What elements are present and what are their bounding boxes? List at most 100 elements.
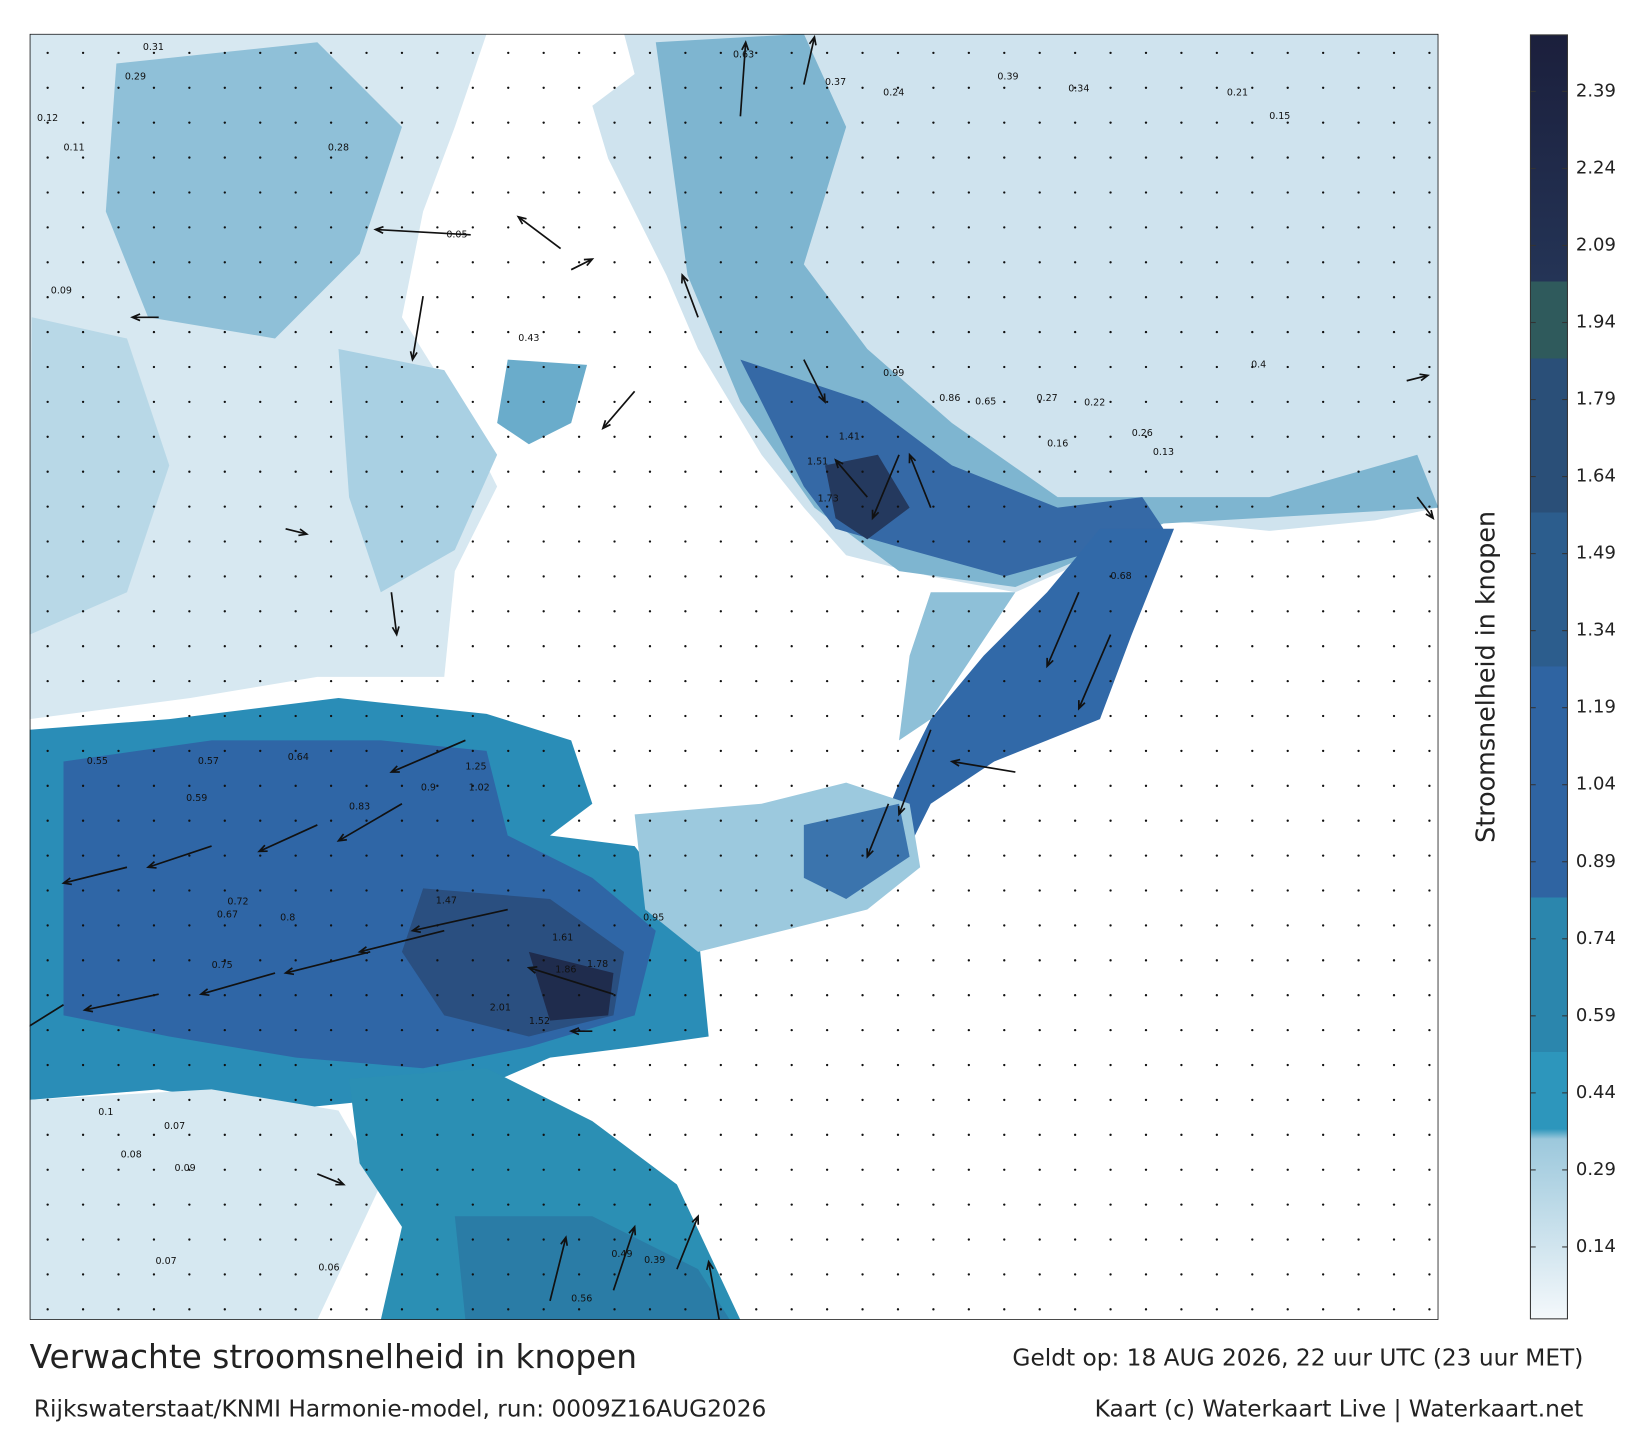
grid-dot	[577, 1273, 581, 1276]
grid-dot	[577, 540, 581, 543]
grid-dot	[46, 1028, 49, 1032]
grid-dot	[1321, 296, 1325, 299]
grid-dot	[1286, 924, 1289, 927]
grid-dot	[542, 575, 545, 578]
grid-dot	[188, 1203, 191, 1206]
grid-dot	[1251, 854, 1254, 857]
grid-dot	[861, 261, 864, 264]
current-label: 0.9	[421, 782, 436, 793]
grid-dot	[790, 296, 793, 299]
grid-dot	[46, 924, 49, 927]
grid-dot	[648, 121, 652, 124]
grid-dot	[684, 784, 687, 787]
grid-dot	[825, 1203, 829, 1206]
current-label: 0.43	[518, 333, 539, 344]
grid-dot	[1357, 1273, 1360, 1276]
grid-dot	[1038, 470, 1041, 473]
grid-dot	[507, 1168, 510, 1171]
grid-dot	[1144, 51, 1148, 55]
grid-dot	[1428, 540, 1431, 543]
grid-dot	[1144, 226, 1148, 229]
grid-dot	[1038, 51, 1041, 55]
grid-dot	[507, 994, 510, 997]
grid-dot	[471, 1238, 474, 1241]
grid-dot	[1144, 470, 1148, 473]
grid-dot	[1109, 86, 1112, 89]
grid-dot	[365, 645, 368, 648]
grid-dot	[967, 1308, 971, 1311]
grid-dot	[1144, 330, 1148, 334]
grid-dot	[46, 819, 49, 822]
grid-dot	[329, 86, 333, 89]
grid-dot	[81, 226, 85, 229]
colorbar-tick-label: 1.19	[1576, 697, 1616, 718]
grid-dot	[1109, 854, 1112, 857]
grid-dot	[1073, 889, 1077, 892]
grid-dot	[790, 854, 793, 857]
grid-dot	[152, 1098, 156, 1102]
grid-dot	[400, 1308, 404, 1311]
grid-dot	[436, 819, 439, 822]
grid-dot	[1003, 540, 1006, 543]
grid-dot	[117, 261, 120, 264]
grid-dot	[188, 365, 191, 369]
grid-dot	[400, 51, 404, 55]
grid-dot	[152, 51, 156, 55]
grid-dot	[188, 749, 191, 753]
current-arrow	[373, 225, 471, 236]
grid-dot	[577, 994, 581, 997]
grid-dot	[1392, 1238, 1396, 1241]
grid-dot	[188, 784, 191, 787]
grid-dot	[223, 191, 226, 194]
grid-dot	[1038, 924, 1041, 927]
grid-dot	[1251, 994, 1254, 997]
grid-dot	[967, 749, 971, 753]
grid-dot	[400, 854, 404, 857]
grid-dot	[719, 296, 722, 299]
grid-dot	[932, 819, 935, 822]
grid-dot	[896, 540, 900, 543]
current-label: 1.61	[552, 933, 573, 944]
grid-dot	[259, 819, 262, 822]
grid-dot	[507, 1133, 510, 1136]
grid-dot	[329, 645, 333, 648]
grid-dot	[1357, 889, 1360, 892]
grid-dot	[577, 854, 581, 857]
grid-dot	[81, 261, 85, 264]
grid-dot	[46, 86, 49, 89]
grid-dot	[719, 679, 722, 683]
grid-dot	[1286, 994, 1289, 997]
grid-dot	[1109, 1203, 1112, 1206]
grid-dot	[1109, 714, 1112, 718]
grid-dot	[1003, 1063, 1006, 1067]
grid-dot	[223, 784, 226, 787]
grid-dot	[1357, 575, 1360, 578]
grid-dot	[223, 575, 226, 578]
grid-dot	[932, 610, 935, 613]
grid-dot	[790, 226, 793, 229]
grid-dot	[223, 51, 226, 55]
grid-dot	[188, 889, 191, 892]
grid-dot	[81, 1168, 85, 1171]
grid-dot	[294, 679, 297, 683]
grid-dot	[1321, 959, 1325, 962]
grid-dot	[1144, 994, 1148, 997]
grid-dot	[577, 365, 581, 369]
grid-dot	[825, 749, 829, 753]
grid-dot	[1357, 86, 1360, 89]
grid-dot	[1180, 330, 1183, 334]
grid-dot	[294, 714, 297, 718]
grid-dot	[1357, 296, 1360, 299]
grid-dot	[294, 51, 297, 55]
grid-dot	[861, 86, 864, 89]
grid-dot	[400, 959, 404, 962]
grid-dot	[967, 1273, 971, 1276]
current-arrow	[516, 215, 562, 250]
grid-dot	[223, 1273, 226, 1276]
grid-dot	[542, 749, 545, 753]
grid-dot	[259, 156, 262, 159]
current-label: 0.57	[198, 756, 219, 767]
grid-dot	[259, 191, 262, 194]
grid-dot	[967, 1098, 971, 1102]
current-label: 1.41	[839, 431, 860, 442]
